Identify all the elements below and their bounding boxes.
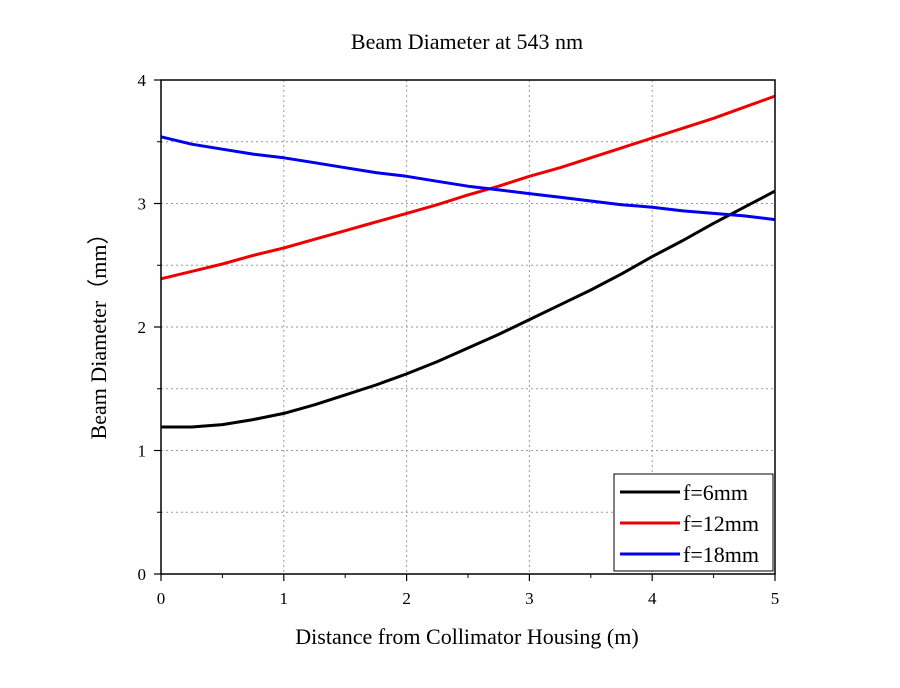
x-tick-label: 1 [280,589,289,608]
axis-ticks [154,79,776,581]
y-tick-label: 1 [138,442,147,461]
y-tick-label: 3 [138,195,147,214]
x-tick-labels: 0 1 2 3 4 5 [157,589,780,608]
x-axis-label: Distance from Collimator Housing (m) [295,624,638,649]
series-line-2 [160,94,776,281]
series-line-3 [160,135,776,222]
series-lines [160,94,776,429]
x-tick-label: 3 [525,589,534,608]
chart-title: Beam Diameter at 543 nm [351,29,583,54]
legend-label: f=6mm [683,480,748,505]
y-tick-label: 0 [138,565,147,584]
x-tick-label: 4 [648,589,657,608]
y-tick-label: 2 [138,318,147,337]
x-tick-label: 2 [402,589,411,608]
legend: f=6mm f=12mm f=18mm [613,473,774,572]
legend-label: f=18mm [683,542,759,567]
y-tick-labels: 0 1 2 3 4 [138,71,147,584]
series-line-1 [161,189,776,429]
x-tick-label: 0 [157,589,166,608]
x-tick-label: 5 [771,589,780,608]
y-tick-label: 4 [138,71,147,90]
y-axis-label: Beam Diameter（mm） [86,223,111,440]
legend-label: f=12mm [683,511,759,536]
